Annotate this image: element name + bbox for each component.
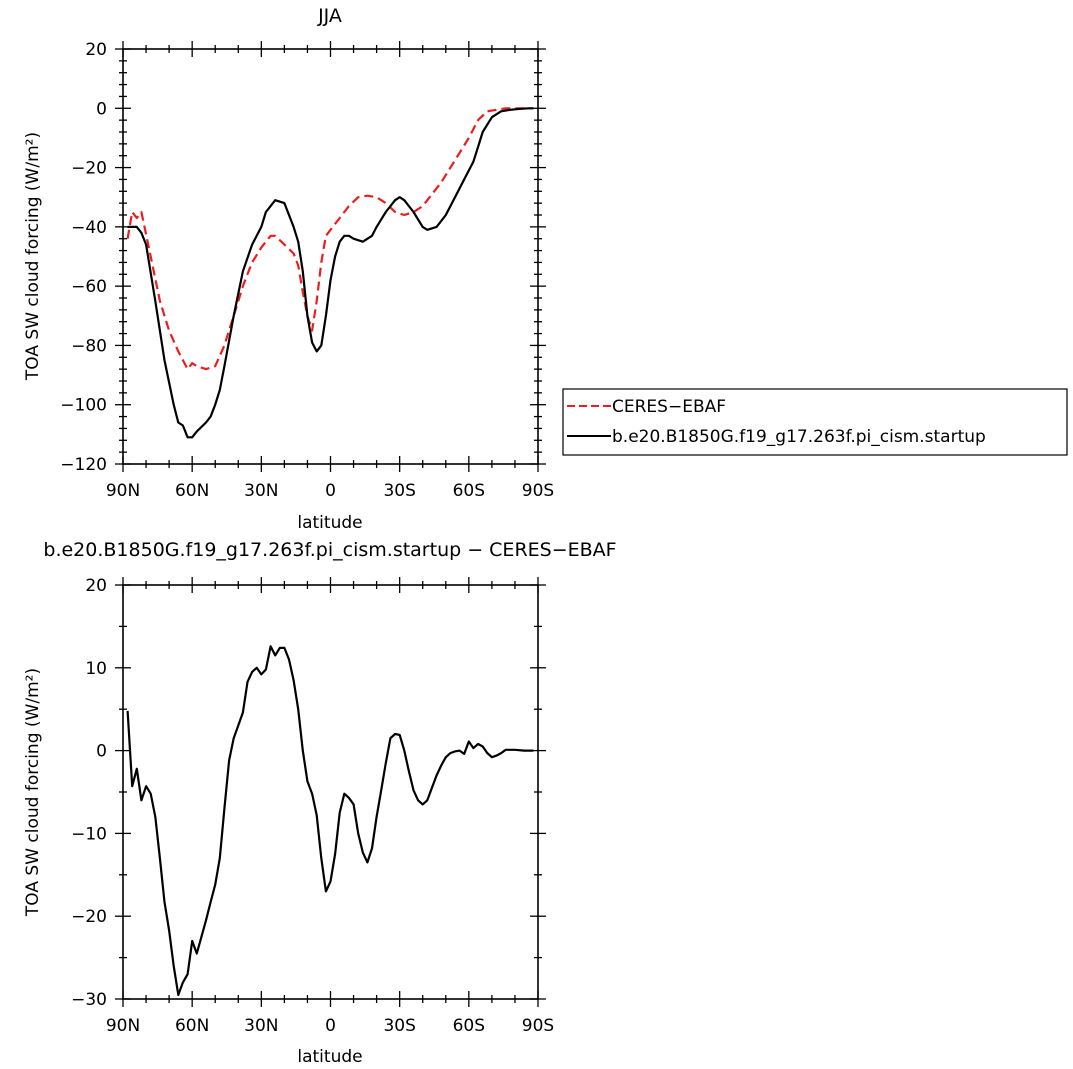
y-tick-label: −40	[71, 218, 107, 238]
x-tick-label: 90N	[106, 1016, 140, 1036]
x-tick-label: 0	[325, 1016, 336, 1036]
x-tick-label: 60S	[453, 481, 485, 501]
y-tick-label: −10	[71, 824, 107, 844]
bottom-panel-y-tick-labels: 20 10 0 −10 −20 −30	[71, 576, 107, 1010]
y-tick-label: −20	[71, 159, 107, 179]
series-line-0-0	[126, 107, 534, 371]
y-tick-label: −20	[71, 907, 107, 927]
bottom-panel-series-layer	[126, 645, 534, 996]
series-line-0-1	[127, 107, 534, 439]
bottom-panel-x-tick-labels: 90N 60N 30N 0 30S 60S 90S	[106, 1016, 554, 1036]
top-panel-title: JJA	[317, 5, 342, 27]
legend-label-ceres-ebaf: CERES−EBAF	[612, 397, 726, 417]
y-tick-label: 20	[85, 576, 107, 596]
bottom-panel-ticks	[115, 577, 546, 1007]
x-tick-label: 30S	[383, 481, 415, 501]
top-panel-y-axis-label: TOA SW cloud forcing (W/m²)	[23, 132, 43, 381]
top-panel-x-axis-label: latitude	[297, 513, 362, 533]
x-tick-label: 60N	[175, 481, 209, 501]
legend-label-model-run: b.e20.B1850G.f19_g17.263f.pi_cism.startu…	[612, 427, 986, 447]
x-tick-label: 30N	[244, 481, 278, 501]
top-panel-series-layer	[126, 107, 534, 439]
bottom-panel-y-axis-label: TOA SW cloud forcing (W/m²)	[23, 668, 43, 917]
top-panel-x-tick-labels: 90N 60N 30N 0 30S 60S 90S	[106, 481, 554, 501]
x-tick-label: 0	[325, 481, 336, 501]
y-tick-label: 0	[96, 99, 107, 119]
x-tick-label: 90S	[522, 1016, 554, 1036]
y-tick-label: 10	[85, 659, 107, 679]
top-panel-y-tick-labels: 20 0 −20 −40 −60 −80 −100 −120	[60, 40, 107, 475]
x-tick-label: 90N	[106, 481, 140, 501]
y-tick-label: 0	[96, 742, 107, 762]
y-tick-label: −30	[71, 990, 107, 1010]
bottom-panel-plot-frame	[122, 584, 539, 1000]
y-tick-label: 20	[85, 40, 107, 60]
x-tick-label: 60N	[175, 1016, 209, 1036]
top-panel-ticks	[115, 41, 546, 472]
top-panel-plot-frame	[122, 48, 539, 465]
bottom-panel-title: b.e20.B1850G.f19_g17.263f.pi_cism.startu…	[43, 539, 616, 561]
y-tick-label: −80	[71, 336, 107, 356]
x-tick-label: 30S	[383, 1016, 415, 1036]
bottom-panel-x-axis-label: latitude	[297, 1047, 362, 1067]
x-tick-label: 30N	[244, 1016, 278, 1036]
y-tick-label: −60	[71, 277, 107, 297]
y-tick-label: −120	[60, 455, 107, 475]
top-panel-legend: CERES−EBAF b.e20.B1850G.f19_g17.263f.pi_…	[562, 388, 1068, 456]
legend-box	[562, 388, 1068, 456]
top-panel: JJA 90N 60N 30N 0 30S 60S 90S 20 0 −20 −40 −60 −80 −…	[23, 5, 1068, 533]
series-line-1-0	[126, 645, 534, 996]
y-tick-label: −100	[60, 396, 107, 416]
x-tick-label: 60S	[453, 1016, 485, 1036]
bottom-panel: b.e20.B1850G.f19_g17.263f.pi_cism.startu…	[23, 539, 617, 1067]
x-tick-label: 90S	[522, 481, 554, 501]
